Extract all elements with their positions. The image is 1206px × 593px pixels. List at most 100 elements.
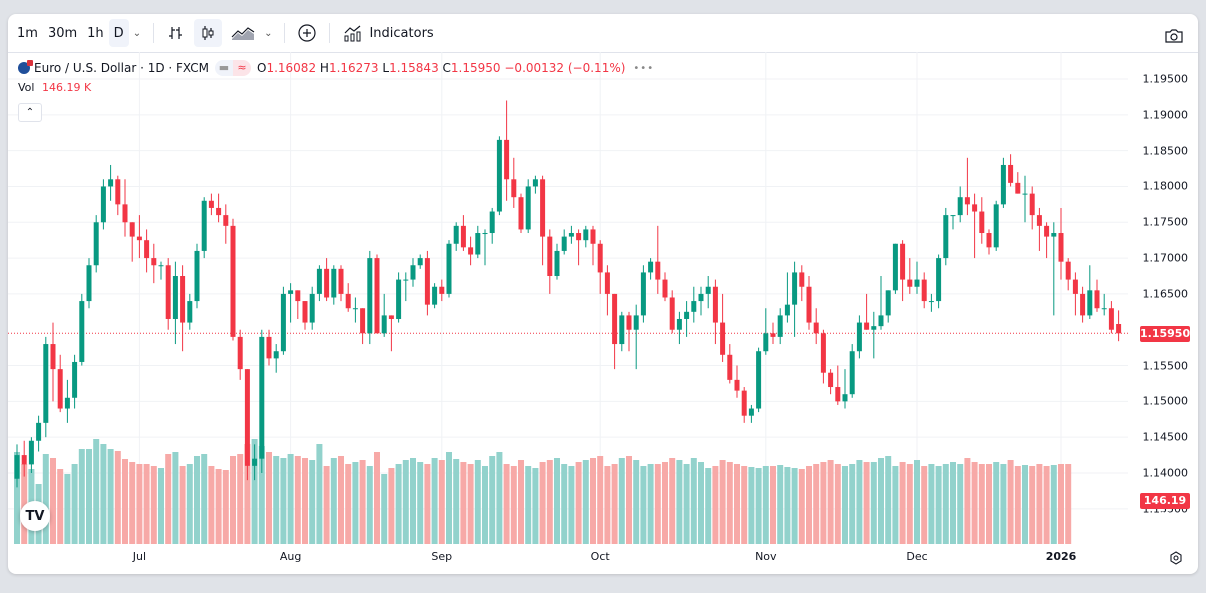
candle-body [1029,193,1035,216]
tradingview-logo[interactable]: TV [20,501,50,531]
time-axis-label: Aug [279,550,302,563]
candle-body [748,408,754,416]
volume-bar [892,466,899,544]
volume-bar [42,454,49,544]
candle-body [489,211,495,234]
volume-bar [143,464,150,544]
interval-D[interactable]: D [108,19,129,47]
candle-body [360,308,366,334]
price-axis-label: 1.14500 [1142,430,1189,444]
candle-body [345,293,351,309]
collapse-legend-button[interactable]: ⌃ [18,103,42,122]
volume-bar [971,462,978,544]
price-axis-label: 1.17000 [1142,251,1189,265]
time-axis-label: Sep [431,550,453,563]
volume-bar [467,464,474,544]
candle-body [316,268,322,294]
area-chart-icon[interactable] [226,19,260,47]
candle-body [403,279,409,281]
volume-bar [323,466,330,544]
candle-body [288,290,294,294]
candle-body [57,369,63,409]
symbol-title[interactable]: Euro / U.S. Dollar · 1D · FXCM [34,61,209,75]
close-value: 1.15950 [450,61,501,75]
volume-bar [316,444,323,544]
divider [153,23,155,43]
volume-bar [338,456,344,544]
candle-body [432,286,438,305]
volume-bar [388,468,395,544]
candle-body [813,322,819,334]
volume-bar [230,456,236,544]
candle-body [388,315,394,319]
volume-bar [57,469,64,544]
volume-bar [777,465,784,544]
volume-bar [194,456,200,544]
camera-icon[interactable] [1160,22,1188,50]
high-value: 1.16273 [328,61,379,75]
settings-icon[interactable] [1169,550,1183,569]
candle-body [734,379,740,391]
volume-bar [266,452,272,544]
bar-chart-icon[interactable] [162,19,190,47]
approx-icon[interactable]: ≈ [233,60,251,76]
candle-body [1000,164,1006,205]
candle-body [1022,193,1028,195]
volume-bar [446,452,452,544]
more-icon[interactable]: ••• [633,62,655,74]
volume-bar [107,449,114,544]
candlestick-chart[interactable] [8,52,1198,574]
candle-body [907,279,913,287]
legend-toggles[interactable]: ▬ ≈ [215,60,251,76]
candle-body [115,179,121,205]
candle-body [720,322,726,355]
candle-body [705,286,711,294]
volume-bar [1058,464,1064,544]
volume-bar [928,464,935,544]
candle-body [223,215,229,226]
candle-body [1008,164,1014,183]
interval-1h[interactable]: 1h [87,25,104,41]
interval-chevron-down-icon[interactable]: ⌄ [132,27,142,39]
candle-body [396,279,402,319]
indicators-button[interactable]: Indicators [338,19,438,47]
volume-bar [813,464,820,544]
candle-body [619,315,625,345]
price-axis-label: 1.15500 [1142,359,1189,373]
candle-body [453,225,459,244]
change-value: −0.00132 (−0.11%) [504,61,626,75]
volume-bar [1065,464,1072,544]
add-icon[interactable] [293,19,321,47]
interval-30m[interactable]: 30m [47,25,78,41]
candle-body [964,197,970,205]
candle-body [576,233,582,241]
volume-bar [626,456,632,544]
candle-body [583,229,589,241]
chart-type-chevron-down-icon[interactable]: ⌄ [264,27,273,39]
candle-body [100,186,106,223]
candle-body [655,261,661,280]
volume-bar [669,458,676,544]
candles-icon[interactable] [194,19,223,47]
candle-body [612,293,618,345]
volume-bar [244,444,251,544]
candle-body [151,258,157,266]
low-label: L [382,61,390,75]
price-axis-label: 1.19000 [1142,108,1189,122]
candle-body [21,455,27,465]
volume-bar [64,474,71,544]
price-axis-label: 1.15000 [1142,394,1189,408]
volume-bar [352,462,359,544]
minus-icon[interactable]: ▬ [215,60,233,76]
volume-bar [633,460,640,544]
candle-body [741,390,747,416]
volume-bar [820,462,827,544]
open-value: 1.16082 [266,61,317,75]
volume-tag: 146.19 K [1140,493,1190,523]
volume-bar [834,464,841,544]
interval-1m[interactable]: 1m [17,25,38,41]
volume-bar [14,452,20,544]
volume-bar [114,451,121,544]
candle-body [1116,323,1122,334]
volume-bar [676,460,683,544]
